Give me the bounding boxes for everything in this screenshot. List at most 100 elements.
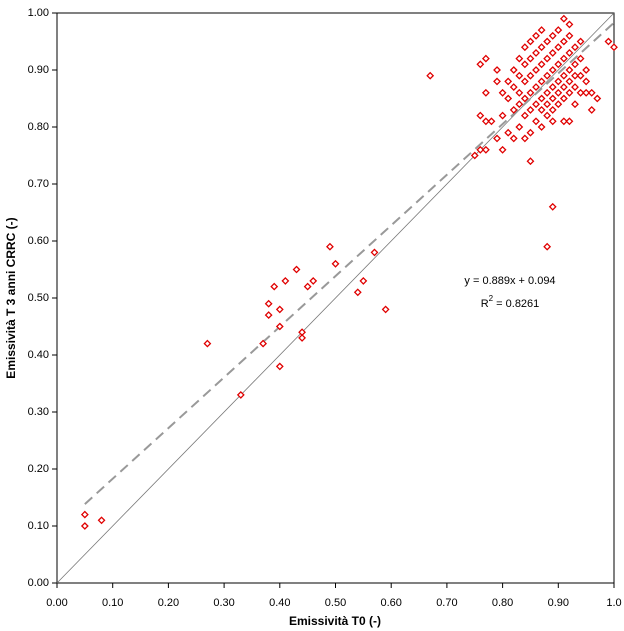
x-tick-label: 0.80: [492, 597, 513, 609]
point: [593, 94, 602, 103]
point: [559, 83, 568, 92]
point: [264, 299, 273, 308]
point: [571, 71, 579, 80]
point: [537, 43, 546, 52]
point: [270, 282, 279, 291]
point: [565, 48, 574, 57]
point: [559, 71, 568, 80]
point: [554, 60, 563, 69]
point: [559, 54, 568, 63]
point: [565, 77, 574, 86]
point: [565, 117, 574, 126]
x-tick-label: 0.30: [213, 597, 234, 609]
point: [537, 105, 546, 114]
point: [537, 26, 546, 35]
point: [554, 77, 563, 86]
point: [537, 123, 546, 131]
point: [498, 111, 507, 120]
point: [493, 66, 501, 74]
y-tick-label: 0.50: [28, 292, 49, 304]
r-squared: R2 = 0.8261: [481, 294, 540, 310]
point: [487, 117, 496, 126]
point: [309, 276, 318, 285]
point: [532, 100, 540, 109]
point: [532, 83, 540, 92]
point: [554, 100, 563, 109]
point: [576, 54, 585, 63]
point: [509, 105, 518, 114]
point: [559, 94, 568, 103]
point: [559, 14, 568, 23]
point: [565, 88, 574, 97]
point: [281, 276, 290, 285]
point: [298, 333, 306, 342]
point: [565, 66, 574, 74]
point: [426, 71, 435, 80]
trend-line: [84, 21, 615, 505]
x-tick-label: 0.50: [325, 597, 346, 609]
point: [498, 145, 507, 154]
point: [526, 105, 535, 114]
point: [559, 37, 568, 46]
point: [543, 242, 552, 251]
point: [504, 77, 513, 86]
x-tick-label: 0.10: [102, 597, 123, 609]
point: [582, 66, 591, 74]
point: [97, 516, 106, 525]
point: [526, 88, 535, 97]
point: [571, 100, 579, 109]
x-tick-label: 0.60: [380, 597, 401, 609]
point: [476, 60, 485, 69]
point: [381, 305, 390, 314]
r-squared-prefix: R: [481, 298, 489, 310]
point: [548, 31, 557, 40]
point: [554, 26, 563, 35]
point: [331, 259, 340, 268]
point: [481, 88, 490, 97]
point: [543, 54, 552, 63]
point: [537, 60, 546, 69]
point: [543, 100, 552, 109]
y-tick-label: 0.80: [28, 121, 49, 133]
point: [275, 322, 284, 331]
point: [571, 43, 579, 52]
x-tick-label: 0.20: [158, 597, 179, 609]
point: [582, 77, 591, 86]
point: [548, 94, 557, 103]
x-tick-label: 0.70: [436, 597, 457, 609]
point: [303, 282, 312, 291]
point: [604, 37, 613, 46]
point: [275, 362, 284, 371]
point: [470, 151, 479, 160]
point: [509, 134, 518, 143]
point: [515, 71, 524, 80]
point: [576, 88, 585, 97]
point: [275, 305, 284, 314]
point: [548, 105, 557, 114]
point: [548, 83, 557, 92]
point: [520, 60, 529, 69]
point: [532, 31, 540, 40]
point: [509, 83, 518, 92]
point: [526, 54, 535, 63]
point: [554, 43, 563, 52]
point: [537, 77, 546, 86]
point: [610, 43, 618, 52]
point: [543, 111, 552, 120]
point: [548, 66, 557, 74]
point: [515, 54, 524, 63]
identity-line: [56, 12, 615, 584]
x-tick-label: 1.0: [606, 597, 621, 609]
point: [548, 202, 557, 211]
point: [532, 117, 540, 126]
point: [476, 145, 485, 154]
y-tick-label: 0.70: [28, 178, 49, 190]
point: [559, 117, 568, 126]
y-tick-label: 0.00: [28, 577, 49, 589]
point: [481, 117, 490, 126]
point: [236, 390, 245, 399]
point: [326, 242, 334, 251]
point: [548, 48, 557, 57]
y-tick-label: 0.60: [28, 235, 49, 247]
point: [370, 248, 379, 257]
